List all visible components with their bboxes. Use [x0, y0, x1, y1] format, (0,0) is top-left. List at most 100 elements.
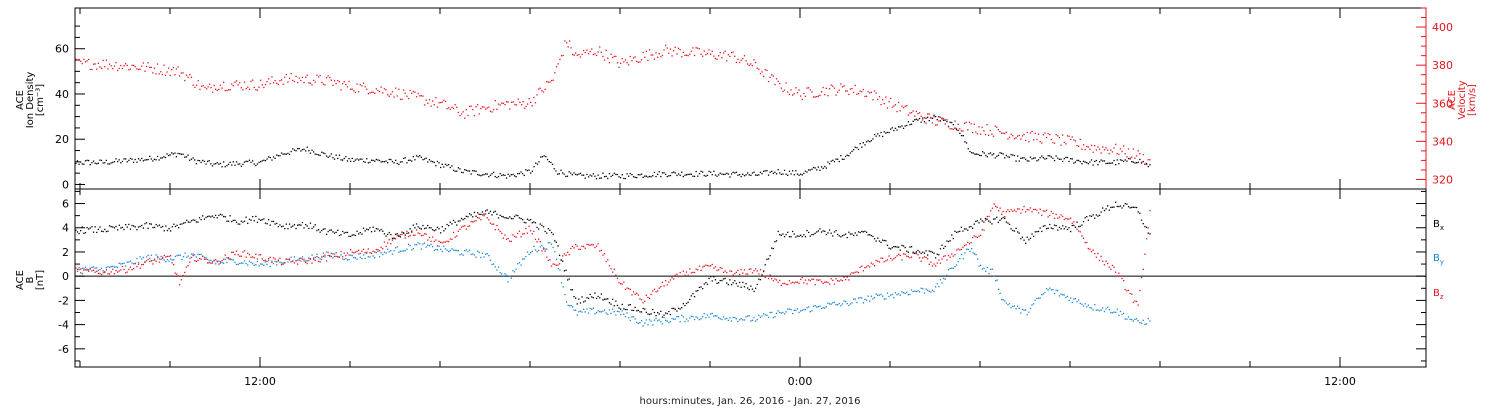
velocity-point [517, 98, 519, 100]
velocity-point [787, 91, 789, 93]
Bz-point [268, 257, 270, 260]
bottom-left-tick-label: 4 [62, 222, 69, 235]
Bz-point [319, 261, 321, 263]
By-point [999, 292, 1001, 294]
density-point [578, 173, 580, 175]
velocity-point [102, 59, 104, 62]
Bx-point [549, 229, 551, 231]
density-point [904, 125, 906, 127]
Bz-point [433, 240, 435, 243]
density-point [175, 156, 178, 158]
density-point [759, 171, 762, 173]
density-point [367, 162, 369, 164]
velocity-point [668, 52, 670, 54]
density-point [1071, 158, 1073, 160]
Bz-point [517, 232, 519, 235]
density-point [621, 174, 623, 176]
By-point [173, 259, 175, 261]
velocity-point [385, 89, 387, 91]
Bx-point [681, 307, 683, 309]
velocity-point [624, 59, 627, 61]
density-point [557, 173, 559, 175]
Bx-point [181, 223, 183, 225]
density-point [750, 174, 752, 176]
velocity-point [1005, 131, 1007, 133]
Bz-point [417, 232, 419, 234]
Bz-point [546, 256, 548, 258]
velocity-point [657, 56, 659, 58]
Bz-point [1124, 289, 1126, 291]
Bx-point [266, 223, 268, 225]
Bz-point [771, 278, 773, 280]
velocity-point [1017, 135, 1019, 137]
density-point [531, 170, 533, 172]
velocity-point [327, 75, 329, 77]
density-point [832, 159, 834, 161]
Bz-point [766, 275, 768, 277]
Bz-point [970, 242, 972, 244]
velocity-point [920, 115, 922, 117]
density-point [817, 166, 819, 168]
density-point [944, 119, 946, 121]
density-point [504, 174, 506, 176]
density-point [740, 175, 742, 178]
By-point [1129, 318, 1131, 320]
density-point [843, 158, 845, 160]
velocity-point [1132, 148, 1134, 150]
Bz-point [631, 294, 633, 296]
By-point [97, 269, 99, 272]
By-point [1053, 292, 1056, 295]
velocity-point [546, 81, 548, 83]
density-point [571, 174, 573, 176]
velocity-point [864, 95, 866, 98]
By-point [300, 260, 302, 262]
Bz-point [264, 259, 267, 261]
density-point [798, 174, 800, 176]
density-point [673, 171, 675, 173]
velocity-point [902, 106, 905, 109]
velocity-point [981, 126, 983, 128]
density-point [333, 158, 336, 160]
velocity-point [319, 74, 321, 77]
By-point [587, 312, 590, 314]
Bx-point [612, 298, 614, 300]
Bx-point [121, 226, 124, 229]
Bz-point [867, 265, 869, 267]
Bx-point [1145, 226, 1148, 228]
density-point [288, 153, 291, 155]
velocity-point [1098, 148, 1101, 150]
velocity-point [308, 82, 310, 84]
density-point [624, 177, 627, 180]
Bz-point [227, 257, 230, 259]
Bz-point [168, 255, 170, 257]
density-point [306, 146, 308, 148]
Bx-point [428, 227, 431, 229]
velocity-point [734, 55, 736, 57]
Bz-point [189, 261, 191, 263]
Bz-point [800, 278, 802, 280]
density-point [827, 161, 829, 163]
velocity-point [264, 83, 267, 86]
Bz-point [526, 232, 529, 234]
Bx-point [918, 251, 921, 253]
Bz-point [255, 253, 257, 255]
density-point [417, 156, 419, 158]
velocity-point [730, 52, 733, 54]
density-point [1057, 157, 1059, 159]
Bx-point [528, 219, 530, 221]
velocity-point [645, 50, 647, 52]
velocity-point [1068, 135, 1070, 137]
Bx-point [597, 295, 599, 298]
Bz-point [117, 271, 119, 273]
Bz-point [1116, 275, 1118, 277]
By-point [100, 267, 103, 269]
velocity-point [1007, 138, 1009, 140]
Bz-point [726, 271, 728, 274]
Bz-point [202, 255, 204, 257]
velocity-point [928, 113, 930, 115]
By-point [234, 261, 236, 263]
Bx-point [100, 230, 103, 232]
By-point [886, 292, 889, 294]
By-point [695, 316, 697, 318]
